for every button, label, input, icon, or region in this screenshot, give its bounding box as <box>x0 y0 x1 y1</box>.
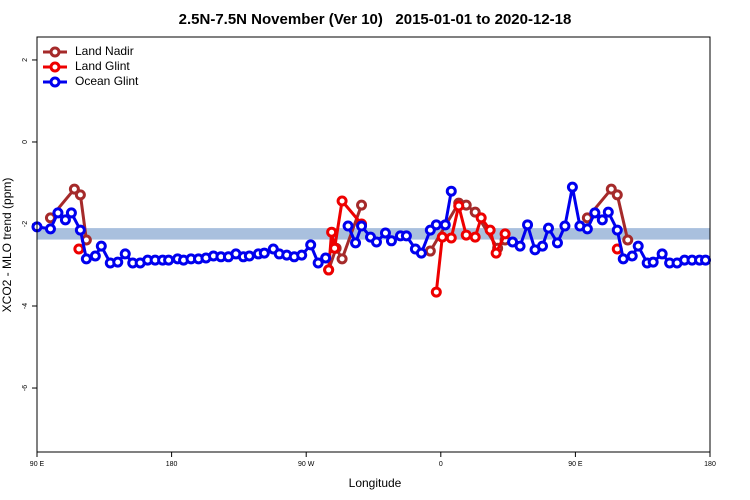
x-axis-label: Longitude <box>349 476 402 490</box>
data-point <box>589 207 601 219</box>
data-point <box>296 249 308 261</box>
data-point <box>356 199 368 211</box>
data-point <box>74 189 86 201</box>
y-axis-label: XCO2 - MLO trend (ppm) <box>0 178 14 313</box>
data-point <box>336 195 348 207</box>
data-point <box>336 253 348 265</box>
data-point <box>119 248 131 260</box>
data-point <box>258 247 270 259</box>
data-point <box>475 212 487 224</box>
x-tick-label: 180 <box>166 461 178 468</box>
data-point <box>356 220 368 232</box>
data-point <box>350 237 362 249</box>
data-point <box>445 232 457 244</box>
data-point <box>44 223 56 235</box>
legend-marker <box>49 76 61 88</box>
data-point <box>370 236 382 248</box>
data-point <box>559 220 571 232</box>
y-tick-label: 0 <box>22 140 29 144</box>
data-point <box>312 257 324 269</box>
data-point <box>617 253 629 265</box>
data-point <box>320 252 332 264</box>
x-tick-label: 90 W <box>298 461 315 468</box>
data-point <box>430 219 442 231</box>
legend-marker <box>49 61 61 73</box>
data-point <box>647 256 659 268</box>
y-tick-label: 2 <box>22 58 29 62</box>
data-point <box>622 234 634 246</box>
data-point <box>65 207 77 219</box>
data-point <box>514 240 526 252</box>
data-point <box>566 181 578 193</box>
y-tick-label: -4 <box>22 303 29 309</box>
legend-label: Land Glint <box>75 59 130 73</box>
data-point <box>379 227 391 239</box>
data-point <box>460 229 472 241</box>
x-tick-label: 180 <box>704 461 716 468</box>
data-point <box>73 243 85 255</box>
data-point <box>522 219 534 231</box>
data-point <box>59 214 71 226</box>
data-point <box>611 224 623 236</box>
data-point <box>499 228 511 240</box>
data-point <box>326 226 338 238</box>
data-point <box>112 256 124 268</box>
data-point <box>490 247 502 259</box>
data-point <box>611 189 623 201</box>
data-point <box>656 248 668 260</box>
legend-label: Land Nadir <box>75 44 134 58</box>
data-point <box>542 222 554 234</box>
data-point <box>632 240 644 252</box>
data-point <box>484 224 496 236</box>
data-point <box>385 235 397 247</box>
data-point <box>424 245 436 257</box>
data-point <box>536 240 548 252</box>
data-point <box>469 231 481 243</box>
x-tick-label: 90 E <box>568 461 583 468</box>
data-point <box>445 185 457 197</box>
data-point <box>596 214 608 226</box>
data-point <box>329 242 341 254</box>
data-point <box>323 264 335 276</box>
chart-title: 2.5N-7.5N November (Ver 10) 2015-01-01 t… <box>179 11 572 28</box>
data-point <box>52 207 64 219</box>
data-point <box>700 254 712 266</box>
data-point <box>581 223 593 235</box>
data-point <box>74 224 86 236</box>
data-point <box>439 219 451 231</box>
legend-marker <box>49 46 61 58</box>
data-point <box>342 220 354 232</box>
data-point <box>626 250 638 262</box>
y-tick-label: -2 <box>22 221 29 227</box>
data-point <box>80 253 92 265</box>
data-point <box>95 240 107 252</box>
data-point <box>89 250 101 262</box>
data-point <box>436 231 448 243</box>
data-point <box>400 230 412 242</box>
legend-label: Ocean Glint <box>75 74 139 88</box>
data-point <box>551 237 563 249</box>
y-tick-label: -6 <box>22 385 29 391</box>
data-point <box>602 206 614 218</box>
data-point <box>453 200 465 212</box>
x-tick-label: 90 E <box>30 461 45 468</box>
data-point <box>305 239 317 251</box>
data-point <box>163 254 175 266</box>
data-point <box>243 250 255 262</box>
data-point <box>415 247 427 259</box>
plot-frame <box>36 36 711 453</box>
data-point <box>430 286 442 298</box>
x-tick-label: 0 <box>439 461 443 468</box>
